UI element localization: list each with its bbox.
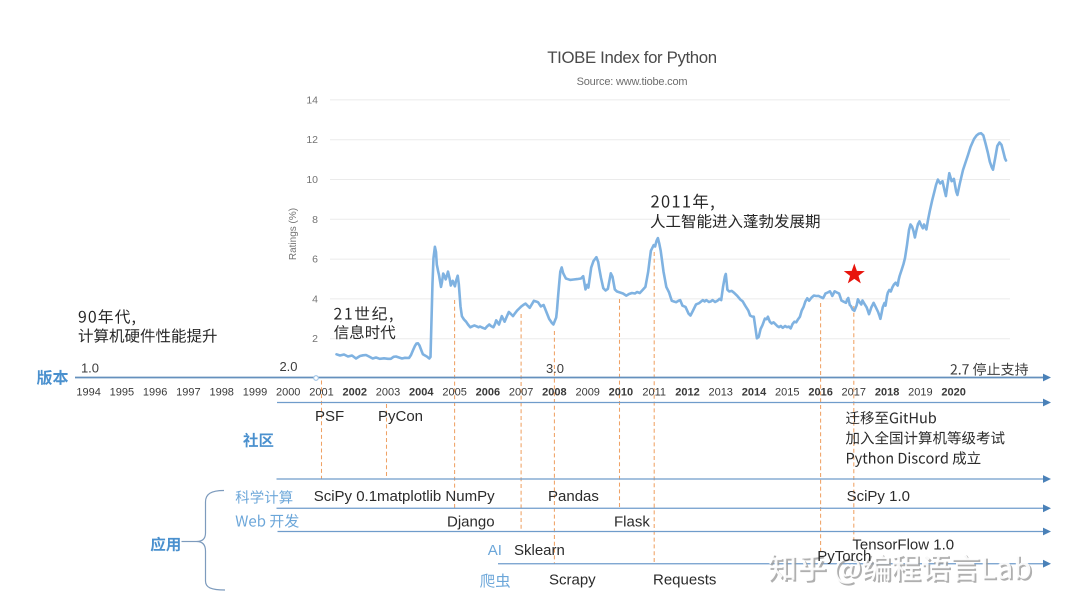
svg-text:2002: 2002 xyxy=(343,387,367,399)
svg-text:AI: AI xyxy=(488,542,502,559)
svg-text:12: 12 xyxy=(306,134,318,146)
svg-text:Scrapy: Scrapy xyxy=(549,572,596,589)
svg-text:2010: 2010 xyxy=(609,387,633,399)
svg-text:1998: 1998 xyxy=(209,387,233,399)
svg-text:SciPy 1.0: SciPy 1.0 xyxy=(847,488,910,505)
svg-text:8: 8 xyxy=(312,214,318,226)
svg-text:TIOBE Index for Python: TIOBE Index for Python xyxy=(547,48,717,67)
svg-text:1996: 1996 xyxy=(143,387,167,399)
svg-text:1995: 1995 xyxy=(110,387,134,399)
svg-text:Sklearn: Sklearn xyxy=(514,542,565,559)
svg-text:Flask: Flask xyxy=(614,514,650,531)
svg-text:Django: Django xyxy=(447,514,495,531)
svg-text:2: 2 xyxy=(312,333,318,345)
svg-text:4: 4 xyxy=(312,293,318,305)
svg-text:Requests: Requests xyxy=(653,572,716,589)
svg-text:2007: 2007 xyxy=(509,387,533,399)
svg-text:2.0: 2.0 xyxy=(279,359,297,374)
svg-text:6: 6 xyxy=(312,254,318,266)
svg-text:2004: 2004 xyxy=(409,387,434,399)
svg-text:2001: 2001 xyxy=(309,387,333,399)
svg-text:2015: 2015 xyxy=(775,387,799,399)
svg-text:2011: 2011 xyxy=(642,387,666,399)
svg-text:2018: 2018 xyxy=(875,387,899,399)
svg-text:2020: 2020 xyxy=(941,387,965,399)
svg-text:1999: 1999 xyxy=(243,387,267,399)
svg-text:PyCon: PyCon xyxy=(378,408,423,425)
svg-text:10: 10 xyxy=(306,174,318,186)
svg-text:2016: 2016 xyxy=(808,387,832,399)
svg-text:3.0: 3.0 xyxy=(546,361,564,376)
svg-text:2006: 2006 xyxy=(476,387,500,399)
svg-text:2008: 2008 xyxy=(542,387,566,399)
svg-text:TensorFlow 1.0: TensorFlow 1.0 xyxy=(852,537,954,554)
svg-text:2003: 2003 xyxy=(376,387,400,399)
svg-text:Pandas: Pandas xyxy=(548,488,599,505)
svg-text:2019: 2019 xyxy=(908,387,932,399)
svg-text:2009: 2009 xyxy=(575,387,599,399)
svg-text:1997: 1997 xyxy=(176,387,200,399)
svg-text:PyTorch: PyTorch xyxy=(817,548,871,565)
svg-text:14: 14 xyxy=(306,94,318,106)
svg-text:PSF: PSF xyxy=(315,408,344,425)
svg-text:SciPy 0.1matplotlib NumPy: SciPy 0.1matplotlib NumPy xyxy=(314,488,495,505)
svg-text:2005: 2005 xyxy=(442,387,466,399)
svg-text:2013: 2013 xyxy=(708,387,732,399)
svg-text:1994: 1994 xyxy=(76,387,100,399)
svg-text:2000: 2000 xyxy=(276,387,300,399)
svg-text:2017: 2017 xyxy=(842,387,866,399)
svg-text:2012: 2012 xyxy=(675,387,699,399)
svg-text:2014: 2014 xyxy=(742,387,767,399)
svg-text:Ratings (%): Ratings (%) xyxy=(288,208,299,260)
svg-text:1.0: 1.0 xyxy=(81,361,99,376)
svg-text:Source: www.tiobe.com: Source: www.tiobe.com xyxy=(577,76,688,88)
